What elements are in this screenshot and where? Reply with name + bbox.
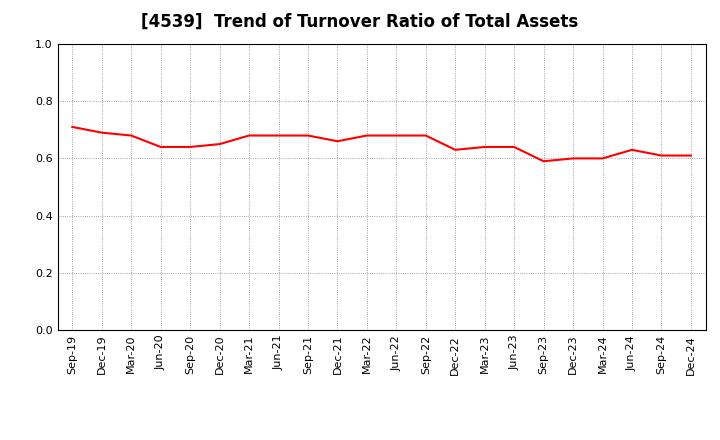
Text: [4539]  Trend of Turnover Ratio of Total Assets: [4539] Trend of Turnover Ratio of Total …: [141, 13, 579, 31]
